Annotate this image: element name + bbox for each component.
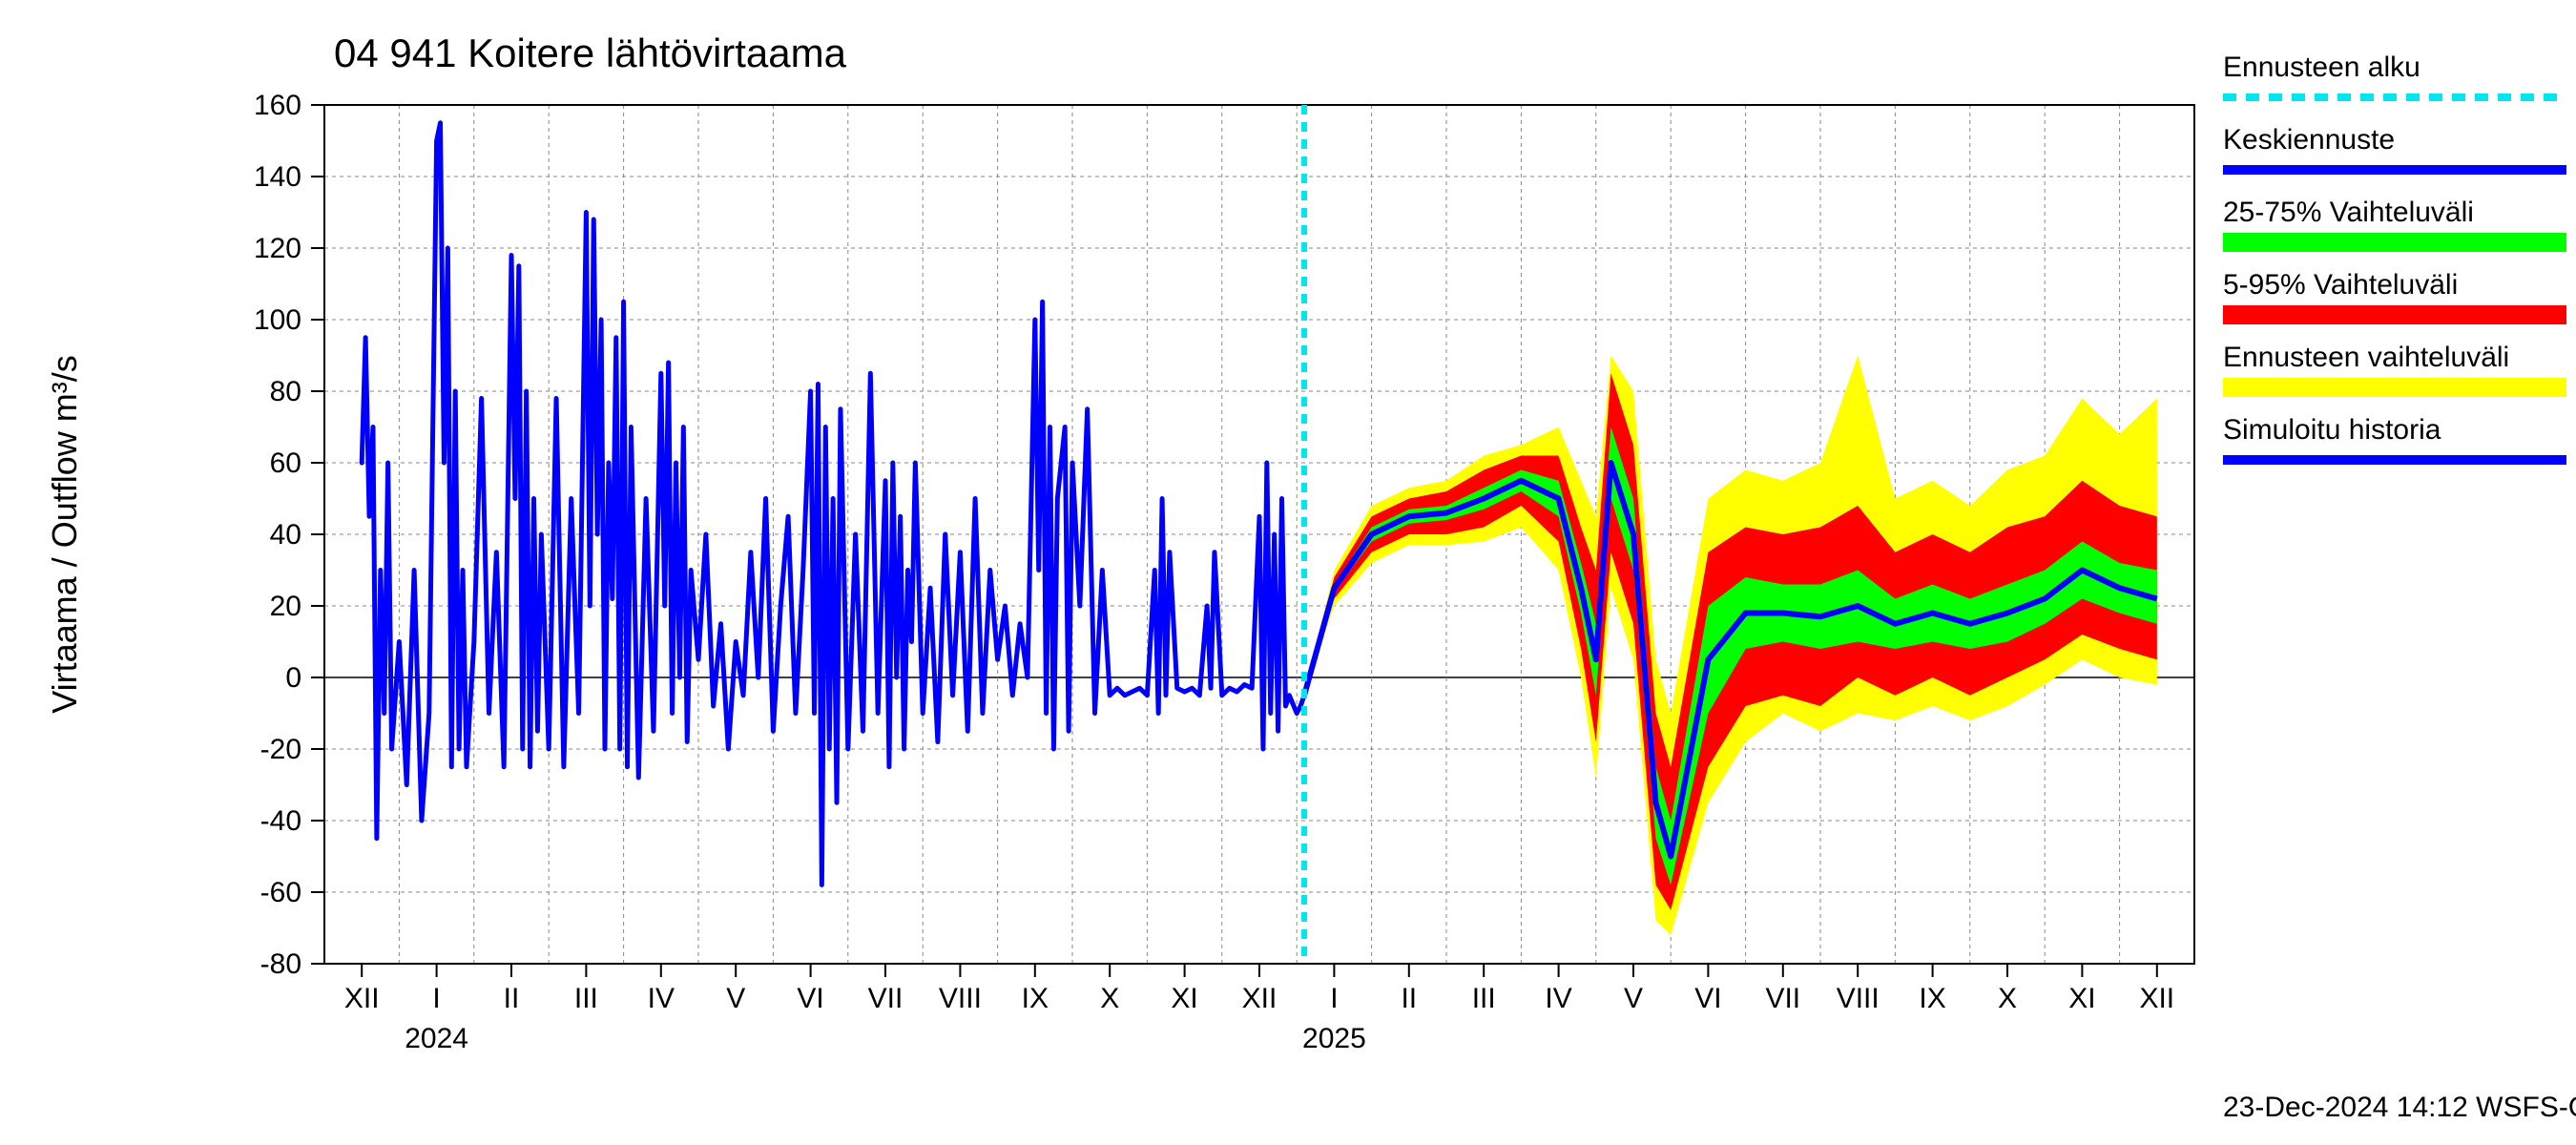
x-tick-label: X [1998, 983, 2017, 1014]
legend-swatch [2223, 455, 2566, 465]
x-tick-label: V [1624, 983, 1643, 1014]
x-tick-label: VIII [939, 983, 982, 1014]
legend-label: Ennusteen alku [2223, 52, 2420, 83]
legend-label: 25-75% Vaihteluväli [2223, 197, 2474, 228]
chart-svg: -80-60-40-20020406080100120140160XIIIIII… [0, 0, 2576, 1145]
x-tick-label: IV [648, 983, 675, 1014]
x-tick-label: XII [2139, 983, 2174, 1014]
x-tick-label: XII [1242, 983, 1278, 1014]
x-tick-label: I [432, 983, 440, 1014]
x-tick-label: IX [1919, 983, 1945, 1014]
legend-swatch [2223, 305, 2566, 324]
legend-swatch [2223, 165, 2566, 175]
x-tick-label: II [504, 983, 520, 1014]
chart-container: -80-60-40-20020406080100120140160XIIIIII… [0, 0, 2576, 1145]
y-axis-label: Virtaama / Outflow m³/s [45, 355, 84, 713]
x-tick-label: VII [868, 983, 904, 1014]
x-tick-label: XI [1171, 983, 1197, 1014]
x-year-label: 2025 [1302, 1023, 1366, 1054]
legend-swatch [2223, 233, 2566, 252]
legend-label: Simuloitu historia [2223, 414, 2441, 446]
x-tick-label: V [726, 983, 745, 1014]
x-tick-label: II [1401, 983, 1417, 1014]
legend-label: Ennusteen vaihteluväli [2223, 342, 2509, 373]
legend-swatch [2223, 378, 2566, 397]
y-tick-label: 80 [270, 376, 301, 407]
y-tick-label: 120 [254, 233, 301, 264]
x-tick-label: XII [344, 983, 380, 1014]
x-tick-label: III [574, 983, 598, 1014]
x-tick-label: IV [1545, 983, 1571, 1014]
y-tick-label: 160 [254, 90, 301, 121]
x-tick-label: VI [797, 983, 823, 1014]
y-tick-label: -80 [260, 948, 301, 980]
x-tick-label: X [1100, 983, 1119, 1014]
x-tick-label: I [1330, 983, 1338, 1014]
x-tick-label: VII [1765, 983, 1800, 1014]
x-year-label: 2024 [405, 1023, 468, 1054]
x-tick-label: XI [2068, 983, 2095, 1014]
x-tick-label: III [1472, 983, 1496, 1014]
y-tick-label: 40 [270, 519, 301, 551]
legend-label: 5-95% Vaihteluväli [2223, 269, 2458, 301]
chart-footer: 23-Dec-2024 14:12 WSFS-O [2223, 1092, 2576, 1123]
legend-label: Keskiennuste [2223, 124, 2395, 156]
y-tick-label: -60 [260, 877, 301, 908]
y-tick-label: -40 [260, 805, 301, 837]
y-tick-label: 100 [254, 304, 301, 336]
x-tick-label: VIII [1837, 983, 1880, 1014]
y-tick-label: 140 [254, 161, 301, 193]
y-tick-label: 20 [270, 591, 301, 622]
y-tick-label: -20 [260, 734, 301, 765]
x-tick-label: IX [1022, 983, 1049, 1014]
x-tick-label: VI [1694, 983, 1721, 1014]
chart-title: 04 941 Koitere lähtövirtaama [334, 31, 847, 75]
y-tick-label: 0 [285, 662, 301, 694]
y-tick-label: 60 [270, 448, 301, 479]
